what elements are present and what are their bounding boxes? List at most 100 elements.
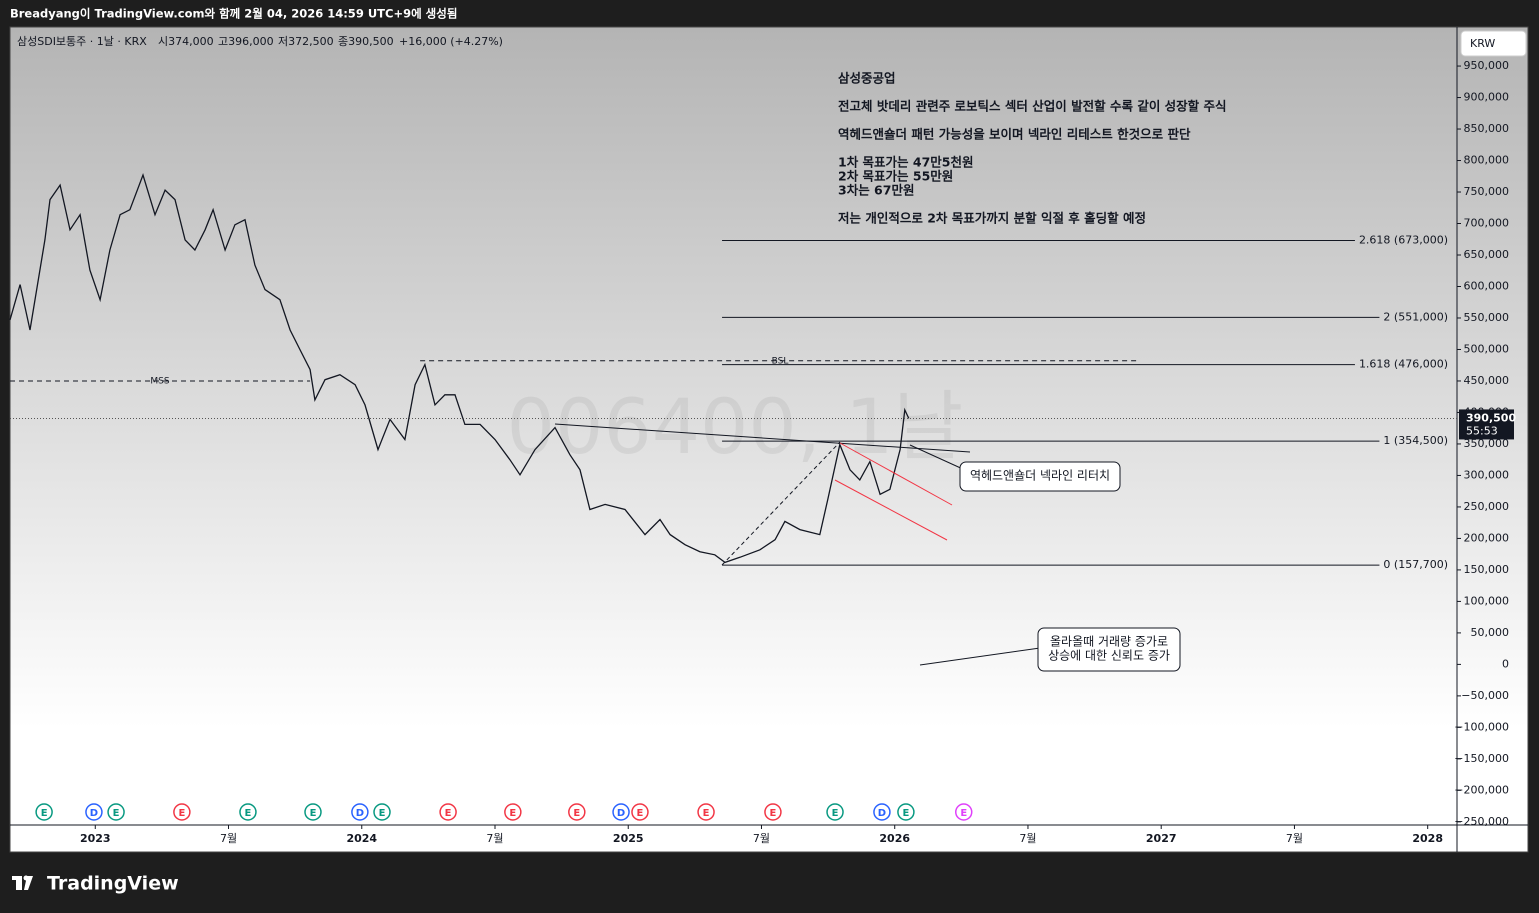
event-marker [764, 803, 782, 821]
callout-text: 상승에 대한 신뢰도 증가 [1048, 649, 1170, 663]
callout-text: 올라올때 거래량 증가로 [1050, 635, 1168, 649]
y-tick-label: 250,000 [1464, 500, 1510, 513]
level-label: BSL [772, 356, 789, 366]
event-label: E [445, 808, 452, 819]
event-label: E [379, 808, 386, 819]
countdown: 55:53 [1466, 424, 1498, 437]
ohlc-change: +16,000 (+4.27%) [399, 35, 503, 48]
ohlc-low: 저372,500 [278, 35, 334, 48]
fib-label: 2 (551,000) [1383, 310, 1448, 323]
y-tick-label: 300,000 [1464, 468, 1510, 481]
legend: 삼성SDI보통주 · 1날 · KRX 시374,000 고396,000 저3… [17, 35, 503, 48]
channel-line [834, 479, 948, 541]
x-tick-label: 2028 [1412, 832, 1443, 845]
note: 1차 목표가는 47만5천원 [838, 155, 974, 170]
y-tick-label: 450,000 [1464, 374, 1510, 387]
event-label: D [617, 808, 625, 819]
y-tick-label: −150,000 [1454, 752, 1509, 765]
event-marker [504, 803, 522, 821]
event-marker [373, 803, 391, 821]
y-tick-label: −250,000 [1454, 815, 1509, 828]
event-label: E [41, 808, 48, 819]
x-tick-label: 2027 [1146, 832, 1177, 845]
event-label: E [703, 808, 710, 819]
price-badge-label: 390,500 [1466, 411, 1516, 424]
event-marker [107, 803, 125, 821]
event-label: E [832, 808, 839, 819]
y-tick-label: 650,000 [1464, 248, 1510, 261]
event-label: E [245, 808, 252, 819]
note: 3차는 67만원 [838, 183, 914, 198]
y-tick-label: 500,000 [1464, 342, 1510, 355]
fib-label: 1.618 (476,000) [1359, 358, 1448, 371]
x-tick-label: 7월 [220, 832, 237, 845]
neckline [554, 423, 971, 453]
event-marker [612, 803, 630, 821]
logo-mark [23, 875, 29, 881]
x-tick-label: 2025 [613, 832, 644, 845]
ohlc-high: 고396,000 [218, 35, 274, 48]
x-tick-label: 7월 [1286, 832, 1303, 845]
fib-label: 1 (354,500) [1383, 434, 1448, 447]
chart-panel [9, 26, 1529, 853]
event-marker [954, 803, 973, 821]
callout-text: 역헤드앤숄더 넥라인 리터치 [970, 469, 1110, 483]
note: 저는 개인적으로 2차 목표가까지 분할 익절 후 홀딩할 예정 [838, 211, 1146, 226]
channel-line [839, 442, 953, 506]
x-tick-label: 2023 [80, 832, 111, 845]
event-label: D [878, 808, 886, 819]
caption: Breadyang이 TradingView.com와 함께 2월 04, 20… [10, 7, 457, 21]
event-marker [439, 803, 457, 821]
y-tick-label: 550,000 [1464, 311, 1510, 324]
currency-label[interactable]: KRW [1470, 37, 1495, 50]
note: 전고체 밧데리 관련주 로보틱스 섹터 산업이 발전할 수록 같이 성장할 주식 [838, 99, 1227, 114]
y-tick-label: 700,000 [1464, 217, 1510, 230]
event-label: D [90, 808, 98, 819]
ohlc-open: 시374,000 [158, 35, 214, 48]
event-label: E [960, 808, 967, 819]
y-tick-label: 800,000 [1464, 154, 1510, 167]
note: 2차 목표가는 55만원 [838, 169, 953, 184]
logo-mark [16, 876, 22, 890]
notes: 삼성중공업 전고체 밧데리 관련주 로보틱스 섹터 산업이 발전할 수록 같이 … [838, 71, 1227, 226]
x-tick-label: 7월 [753, 832, 770, 845]
y-tick-label: 900,000 [1464, 91, 1510, 104]
event-marker [897, 803, 915, 821]
logo-text: TradingView [47, 873, 179, 895]
callout-box [959, 461, 1121, 492]
event-label: E [902, 808, 909, 819]
x-tick-label: 7월 [486, 832, 503, 845]
y-tick-label: −100,000 [1454, 720, 1509, 733]
y-tick-label: 150,000 [1464, 563, 1510, 576]
y-tick-label: 50,000 [1471, 626, 1510, 639]
event-label: E [573, 808, 580, 819]
watermark: 006400, 1날 [507, 382, 964, 471]
event-marker [873, 803, 891, 821]
x-tick-label: 7월 [1019, 832, 1036, 845]
y-tick-label: −200,000 [1454, 783, 1509, 796]
y-tick-label: 0 [1502, 657, 1509, 670]
event-label: E [113, 808, 120, 819]
x-tick-label: 2026 [879, 832, 910, 845]
y-tick-label: 600,000 [1464, 279, 1510, 292]
fib-label: 2.618 (673,000) [1359, 234, 1448, 247]
event-marker [85, 803, 103, 821]
y-tick-label: −50,000 [1461, 689, 1509, 702]
ohlc-close: 종390,500 [338, 35, 394, 48]
trend-dashed [721, 441, 841, 566]
event-marker [568, 803, 586, 821]
y-tick-label: 750,000 [1464, 185, 1510, 198]
event-marker [351, 803, 369, 821]
event-label: E [310, 808, 317, 819]
y-tick-label: 200,000 [1464, 531, 1510, 544]
event-marker [35, 803, 53, 821]
currency-button[interactable] [1460, 30, 1527, 57]
price-line [9, 172, 910, 564]
note: 역헤드앤숄더 패턴 가능성을 보이며 넥라인 리테스트 한것으로 판단 [838, 127, 1191, 142]
level-label: MSS [150, 376, 169, 386]
event-label: D [356, 808, 364, 819]
event-marker [697, 803, 715, 821]
y-tick-label: 350,000 [1464, 437, 1510, 450]
event-label: E [637, 808, 644, 819]
